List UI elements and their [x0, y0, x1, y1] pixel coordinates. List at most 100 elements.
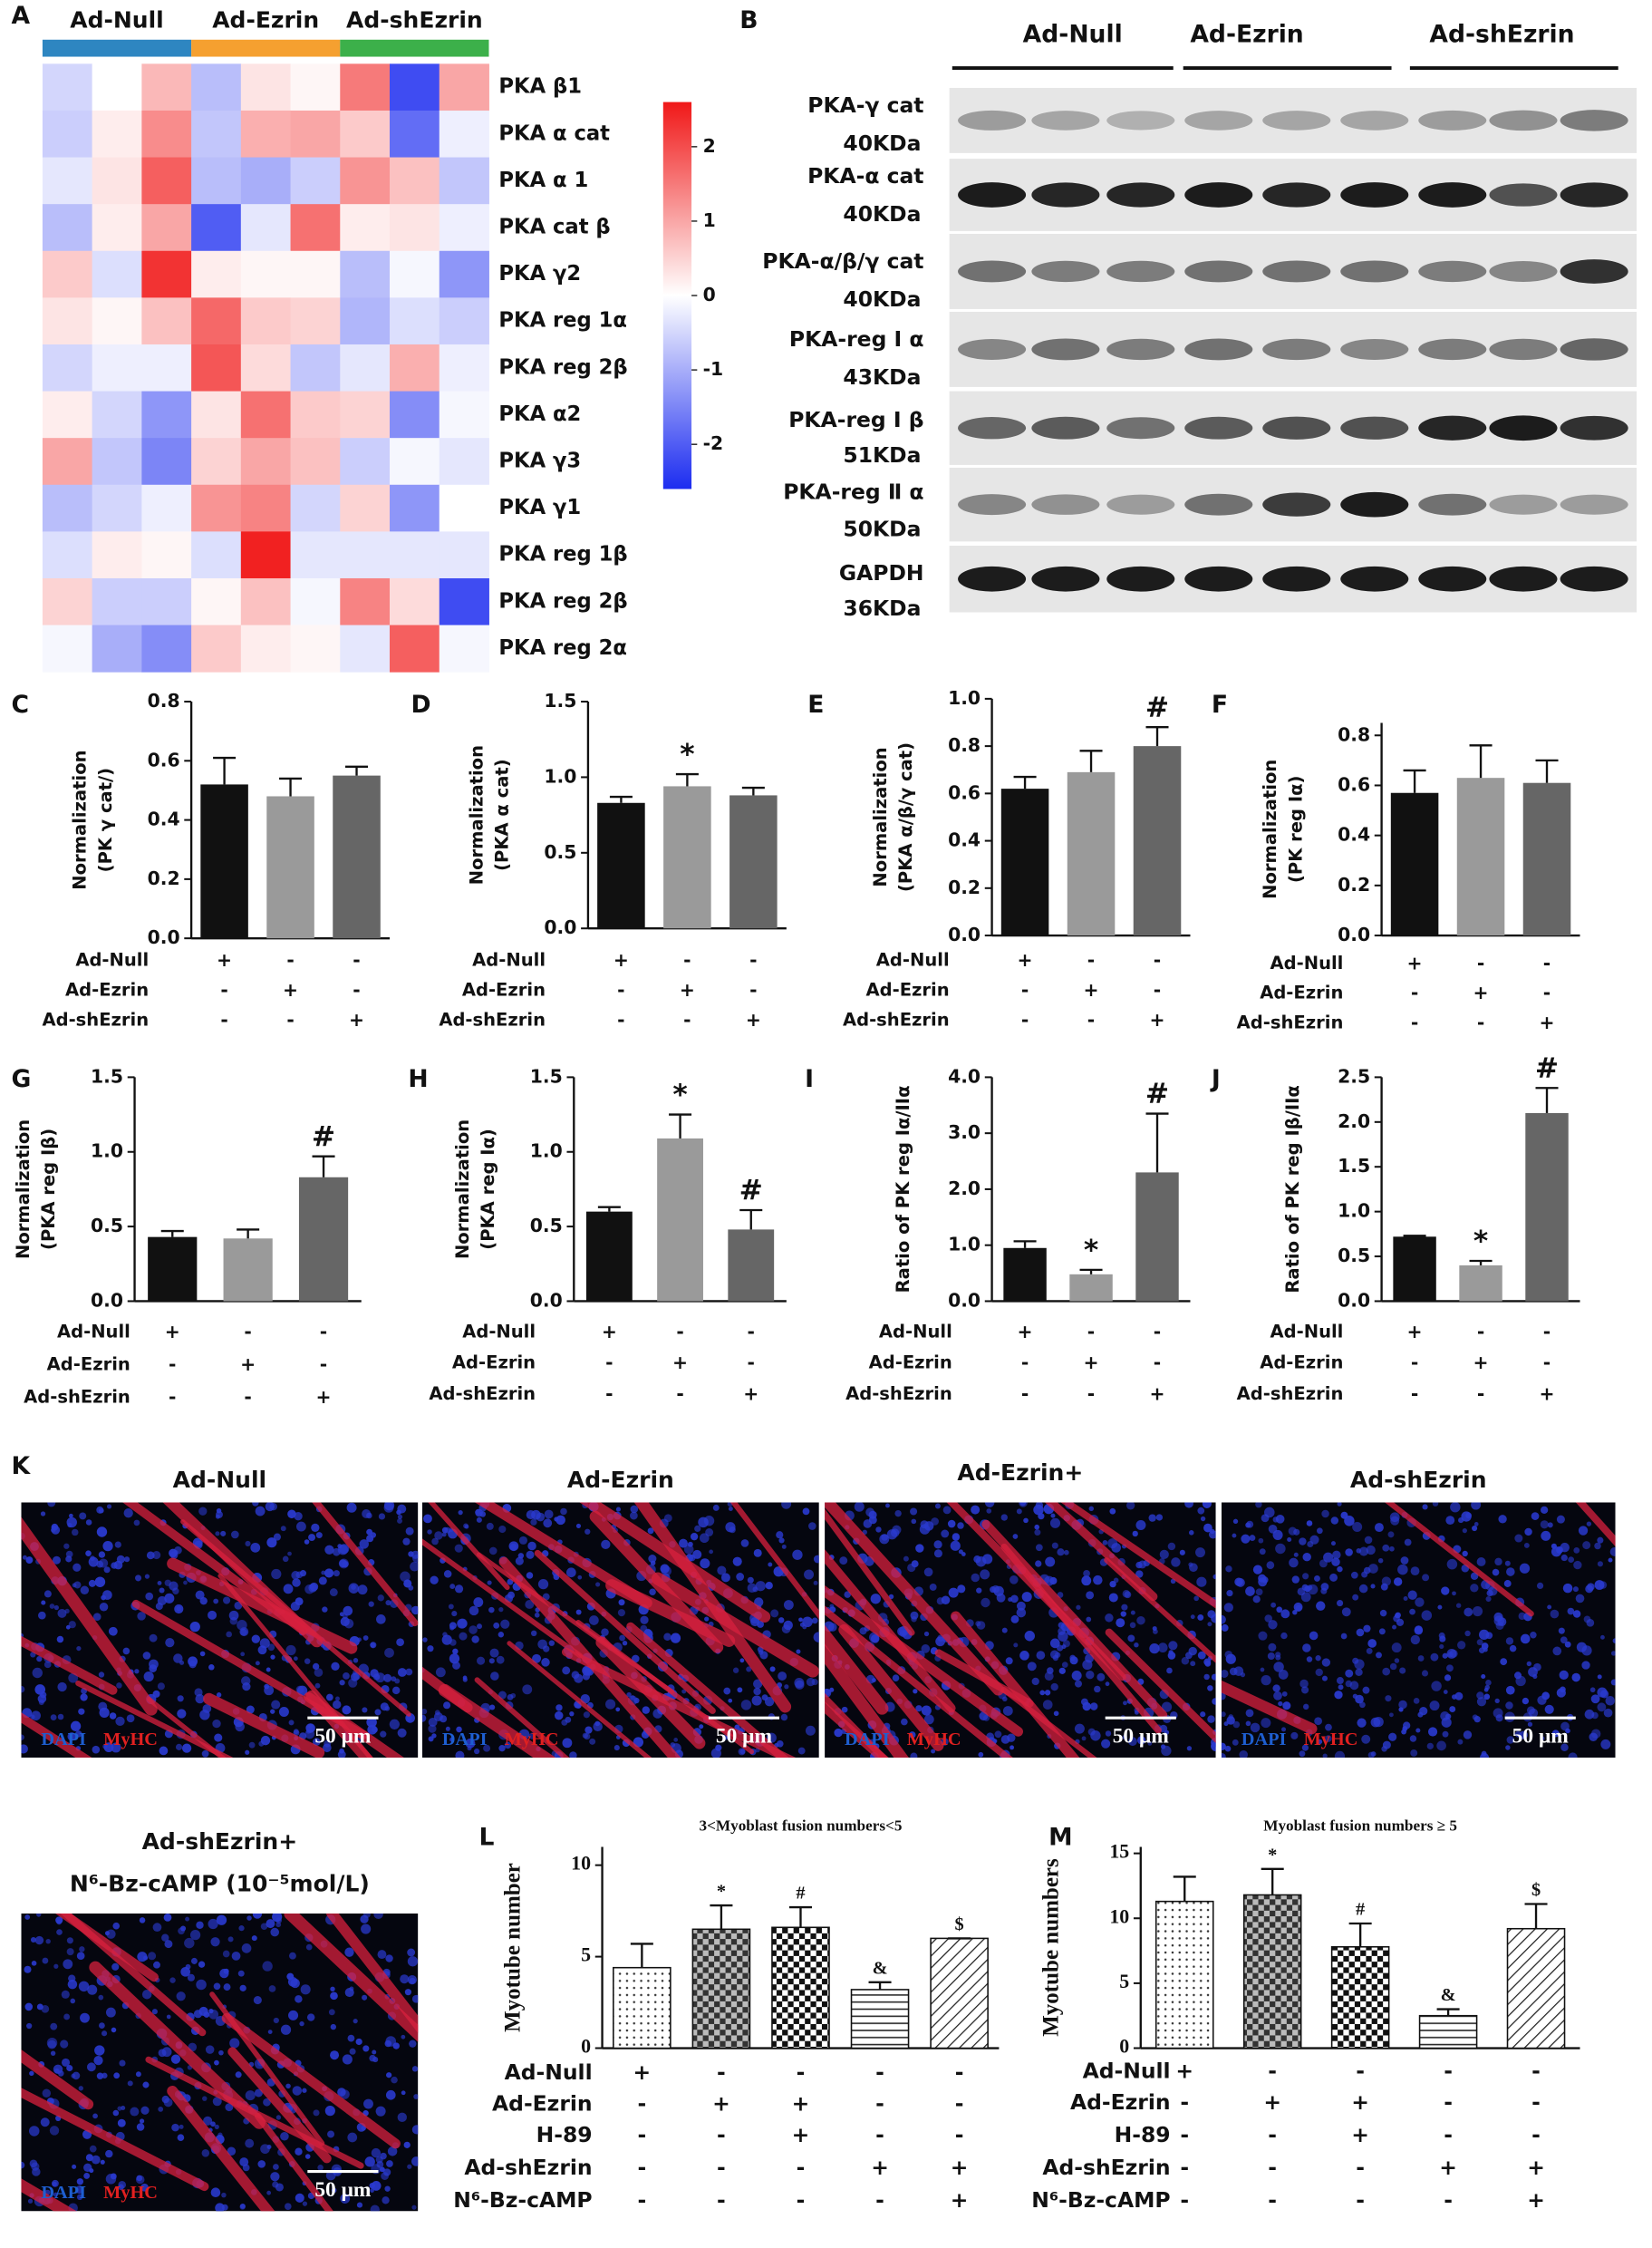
nucleus	[1472, 1525, 1478, 1532]
nucleus	[1550, 1609, 1560, 1619]
heatmap-cell	[141, 531, 192, 579]
nucleus	[1440, 1710, 1450, 1721]
condition-sign: -	[1021, 1383, 1029, 1405]
nucleus	[1382, 1667, 1391, 1676]
nucleus	[921, 1644, 931, 1653]
nucleus	[813, 1632, 819, 1642]
nucleus	[1168, 1641, 1178, 1651]
nucleus	[1439, 1635, 1446, 1642]
bar	[657, 1138, 703, 1302]
nucleus	[300, 1984, 311, 1995]
nucleus	[473, 1597, 484, 1607]
nucleus	[1358, 1546, 1369, 1556]
nucleus	[507, 1693, 514, 1701]
nucleus	[275, 2115, 282, 2120]
nucleus	[397, 1728, 407, 1738]
nucleus	[396, 1509, 401, 1516]
nucleus	[386, 2160, 393, 2167]
heatmap-cell	[290, 391, 341, 439]
nucleus	[870, 1594, 881, 1604]
nucleus	[781, 1502, 792, 1509]
nucleus	[111, 1962, 120, 1971]
nucleus	[1200, 1711, 1206, 1718]
nucleus	[1483, 1693, 1491, 1701]
nucleus	[1268, 1642, 1277, 1652]
nucleus	[237, 1970, 245, 1977]
nucleus	[89, 2168, 94, 2174]
nucleus	[1196, 1576, 1207, 1587]
nucleus	[1190, 1661, 1196, 1667]
nucleus	[543, 1518, 553, 1528]
heatmap-cell	[290, 577, 341, 626]
nucleus	[372, 2049, 377, 2055]
nucleus	[781, 1624, 791, 1633]
nucleus	[1520, 1633, 1531, 1644]
nucleus	[740, 1539, 749, 1547]
nucleus	[288, 1720, 295, 1726]
myotube	[1385, 1502, 1534, 1617]
nucleus	[1462, 1550, 1468, 1557]
myotube	[221, 2012, 401, 2149]
nucleus	[152, 1551, 161, 1560]
blot-band	[1418, 415, 1487, 441]
condition-name: Ad-Ezrin	[452, 1352, 536, 1373]
nucleus	[377, 1594, 384, 1602]
nucleus	[595, 1582, 601, 1587]
y-tick-label: 0.5	[1338, 1245, 1370, 1266]
nucleus	[1582, 1541, 1591, 1550]
nucleus	[534, 1612, 540, 1618]
nucleus	[78, 2086, 83, 2091]
nucleus	[1609, 1547, 1616, 1556]
nucleus	[174, 1604, 184, 1614]
nucleus	[1211, 1741, 1216, 1751]
nucleus	[212, 2097, 222, 2107]
myotube	[825, 1549, 956, 1713]
nucleus	[142, 2081, 150, 2088]
nucleus	[1270, 1602, 1277, 1608]
nucleus	[214, 2059, 219, 2066]
y-tick-label: 1.0	[530, 1140, 563, 1162]
nucleus	[67, 1732, 76, 1741]
nucleus	[196, 1921, 204, 1929]
condition-sign: -	[244, 1386, 251, 1408]
heatmap-cell	[191, 438, 242, 486]
blot-band	[1340, 338, 1409, 360]
nucleus	[619, 1634, 625, 1642]
row-label: PKA reg 2β	[498, 589, 627, 613]
nucleus	[1008, 1597, 1013, 1603]
y-axis-label: Myotube numbers	[1039, 1858, 1064, 2037]
nucleus	[1551, 1546, 1562, 1557]
condition-sign: +	[1540, 1012, 1555, 1033]
heatmap-cell	[240, 531, 292, 579]
nucleus	[92, 1745, 101, 1754]
nucleus	[376, 1614, 386, 1624]
condition-sign: -	[1477, 952, 1484, 974]
nucleus	[24, 1914, 31, 1920]
nucleus	[184, 1937, 195, 1949]
nucleus	[1345, 1669, 1354, 1678]
nucleus	[406, 1715, 412, 1721]
nucleus	[304, 1539, 310, 1545]
nucleus	[1232, 1518, 1239, 1525]
nucleus	[405, 1526, 414, 1536]
nucleus	[1526, 1661, 1532, 1667]
nucleus	[63, 2013, 71, 2020]
blot-band	[1560, 415, 1628, 441]
nucleus	[1540, 1736, 1545, 1741]
myotube	[1000, 1687, 1097, 1758]
heatmap-cell	[340, 110, 391, 159]
nucleus	[1449, 1706, 1456, 1713]
condition-sign: -	[1021, 1009, 1029, 1031]
nucleus	[694, 1525, 701, 1533]
micrograph	[421, 1502, 819, 1758]
myotube	[21, 1635, 118, 1695]
nucleus	[1093, 1575, 1103, 1585]
nucleus	[356, 2202, 363, 2208]
colorbar-tick-label: -1	[703, 358, 724, 380]
nucleus	[273, 2017, 279, 2024]
nucleus	[1544, 1704, 1554, 1714]
nucleus	[1136, 1736, 1146, 1745]
nucleus	[1494, 1557, 1502, 1566]
heatmap-cell	[439, 344, 489, 392]
nucleus	[1355, 1694, 1364, 1704]
